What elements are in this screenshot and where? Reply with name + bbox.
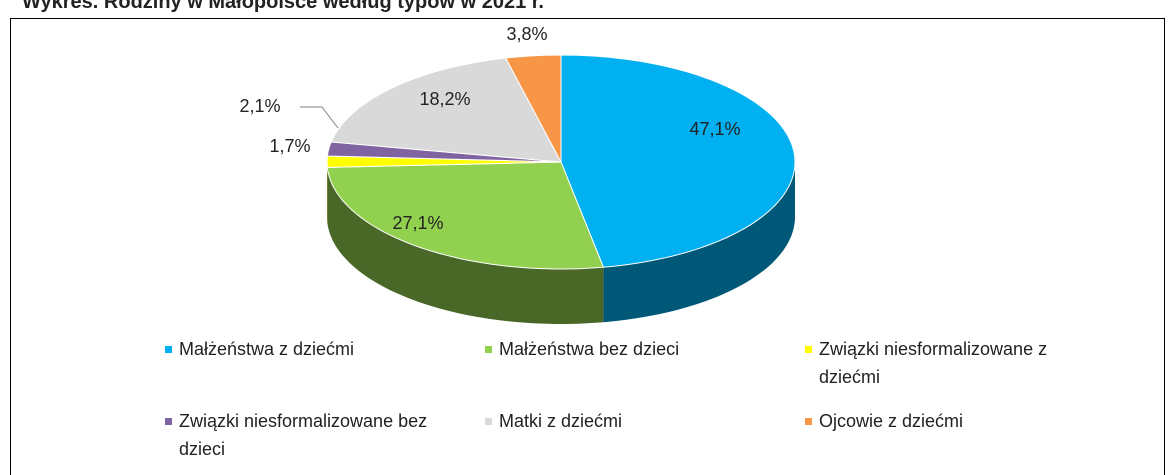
data-label: 47,1% bbox=[689, 119, 740, 139]
legend-swatch bbox=[805, 346, 812, 353]
legend-swatch bbox=[165, 346, 172, 353]
pie-slice bbox=[560, 54, 796, 268]
legend-swatch bbox=[165, 418, 172, 425]
chart-border bbox=[10, 18, 1165, 475]
data-label: 3,8% bbox=[506, 24, 547, 44]
data-label: 27,1% bbox=[392, 213, 443, 233]
legend-item: Małżeństwa bez dzieci bbox=[485, 335, 749, 363]
legend-item: Matki z dziećmi bbox=[485, 407, 749, 435]
pie-slice-side bbox=[603, 162, 795, 323]
leader-line bbox=[300, 106, 339, 129]
legend-label: Małżeństwa z dziećmi bbox=[179, 339, 355, 359]
pie-slice bbox=[504, 54, 562, 163]
legend-swatch bbox=[485, 418, 492, 425]
pie-slice bbox=[326, 161, 605, 270]
data-label: 1,7% bbox=[269, 136, 310, 156]
legend-label: Małżeństwa bez dzieci bbox=[499, 339, 680, 359]
data-label: 2,1% bbox=[239, 96, 280, 116]
legend-item: Związki niesformalizowane bez dzieci bbox=[165, 407, 429, 463]
legend-item: Związki niesformalizowane z dziećmi bbox=[805, 335, 1069, 391]
data-label: 18,2% bbox=[419, 89, 470, 109]
legend-item: Małżeństwa z dziećmi bbox=[165, 335, 429, 363]
legend-label: Związki niesformalizowane bez dzieci bbox=[179, 411, 428, 459]
legend-item: Ojcowie z dziećmi bbox=[805, 407, 1069, 435]
legend-swatch bbox=[485, 346, 492, 353]
legend-label: Matki z dziećmi bbox=[499, 411, 623, 431]
chart-title: Wykres. Rodziny w Małopolsce według typó… bbox=[22, 0, 544, 13]
legend-label: Ojcowie z dziećmi bbox=[819, 411, 964, 431]
pie-slice-side bbox=[327, 167, 604, 324]
legend-label: Związki niesformalizowane z dziećmi bbox=[819, 339, 1048, 387]
pie-slice bbox=[330, 57, 562, 163]
legend-swatch bbox=[805, 418, 812, 425]
